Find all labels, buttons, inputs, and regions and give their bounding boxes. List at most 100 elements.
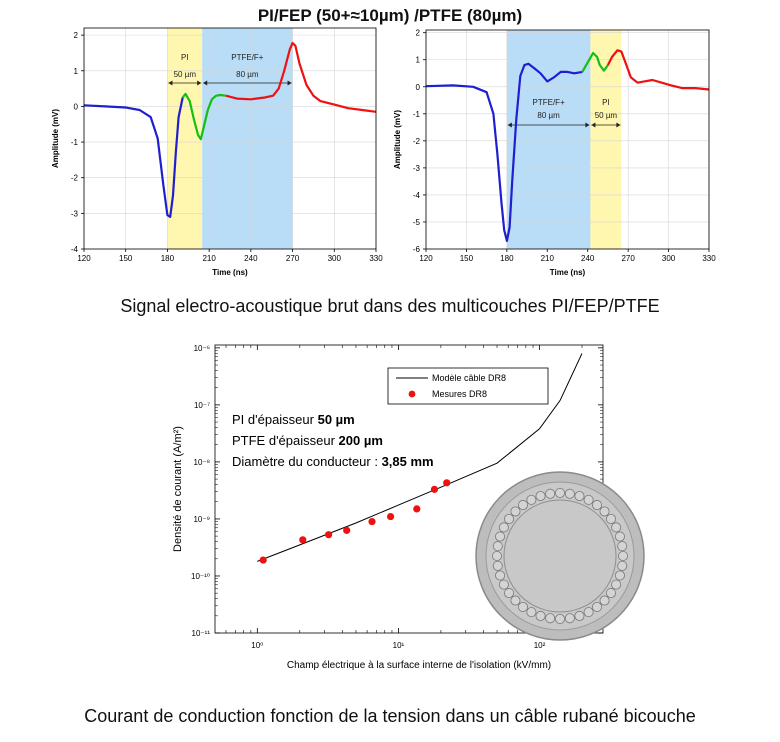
cable-strand <box>555 614 566 625</box>
cable-strand <box>510 506 521 517</box>
cable-strand <box>618 551 629 562</box>
y-tick-label: 0 <box>416 83 421 92</box>
y-tick-label: 10⁻⁷ <box>194 401 210 410</box>
x-tick-label: 330 <box>369 254 383 263</box>
cable-conductor-core <box>503 499 617 613</box>
caption-bottom: Courant de conduction fonction de la ten… <box>84 706 696 726</box>
y-tick-label: -2 <box>413 137 421 146</box>
cable-strand <box>599 595 610 606</box>
band-thickness: 50 µm <box>595 111 618 120</box>
band-arrowhead <box>585 122 590 128</box>
cable-strand <box>498 522 509 533</box>
legend-points-label: Mesures DR8 <box>432 389 487 399</box>
annotation-2: Diamètre du conducteur : 3,85 mm <box>232 454 434 469</box>
cable-strand <box>510 595 521 606</box>
y-tick-label: 10⁻¹¹ <box>192 629 211 638</box>
band-label: PTFE/F+ <box>231 53 264 62</box>
y-tick-label: -4 <box>413 191 421 200</box>
cable-cross-section <box>475 471 645 641</box>
cable-strand <box>545 488 556 499</box>
band-arrowhead <box>507 122 512 128</box>
x-tick-label: 210 <box>541 254 555 263</box>
cable-strand <box>592 500 603 511</box>
cable-strand <box>592 601 603 612</box>
band-arrowhead <box>197 80 202 86</box>
x-tick-label: 300 <box>328 254 342 263</box>
y-axis-label: Densité de courant (A/m²) <box>172 426 184 552</box>
cable-strand <box>617 560 628 571</box>
y-tick-label: 10⁻⁶ <box>194 344 210 353</box>
cable-strand <box>492 541 503 552</box>
y-tick-label: 1 <box>74 67 79 76</box>
legend: Modèle câble DR8 Mesures DR8 <box>387 367 549 405</box>
cable-strand <box>498 579 509 590</box>
x-tick-label: 210 <box>202 254 216 263</box>
cable-strand <box>605 588 616 599</box>
annotation-text: PI d'épaisseur <box>232 412 318 427</box>
band-label: PI <box>181 53 189 62</box>
plot-frame <box>83 27 377 250</box>
cable-strand <box>574 491 585 502</box>
x-tick-label: 300 <box>662 254 676 263</box>
measurement-point <box>324 531 333 539</box>
band-thickness: 50 µm <box>174 70 197 79</box>
band-arrowhead <box>287 80 292 86</box>
band-label: PI <box>602 98 610 107</box>
measurement-point <box>368 517 376 526</box>
cable-strand <box>583 607 594 618</box>
annotation-value: 200 µm <box>339 433 383 448</box>
plot-frame <box>425 29 710 250</box>
x-tick-label: 120 <box>77 254 91 263</box>
cable-strand <box>574 610 585 621</box>
cable-strand <box>614 570 625 581</box>
y-tick-label: -3 <box>71 209 79 218</box>
y-tick-label: -2 <box>71 174 79 183</box>
measurement-point <box>299 536 307 544</box>
legend-line-label: Modèle câble DR8 <box>432 373 506 383</box>
cable-strand <box>611 522 622 533</box>
cable-strand <box>526 607 537 618</box>
x-tick-label: 240 <box>244 254 258 263</box>
annotation-text: PTFE d'épaisseur <box>232 433 339 448</box>
band-arrowhead <box>203 80 208 86</box>
x-tick-label: 180 <box>161 254 175 263</box>
x-axis-label: Champ électrique à la surface interne de… <box>287 660 551 671</box>
measurement-point <box>343 526 351 534</box>
band-1 <box>590 30 622 249</box>
x-tick-label: 240 <box>581 254 595 263</box>
band-0 <box>506 30 591 249</box>
x-tick-label: 270 <box>286 254 300 263</box>
y-tick-label: -5 <box>413 218 421 227</box>
caption-top: Signal electro-acoustique brut dans des … <box>120 296 660 316</box>
cable-strand <box>611 579 622 590</box>
model-curve <box>257 353 583 562</box>
cable-strand <box>545 613 556 624</box>
cable-strand <box>492 560 503 571</box>
series-green <box>181 92 226 141</box>
series-blue <box>83 97 184 218</box>
x-tick-label: 120 <box>419 254 433 263</box>
band-arrowhead <box>168 80 173 86</box>
x-tick-label: 270 <box>621 254 635 263</box>
header-title: PI/FEP (50+≈10µm) /PTFE (80µm) <box>257 6 523 25</box>
y-axis-label: Amplitude (mV) <box>393 110 402 169</box>
x-tick-label: 10¹ <box>393 641 405 650</box>
cable-strand <box>614 531 625 542</box>
cable-strand <box>495 570 506 581</box>
series-green <box>581 51 609 73</box>
y-tick-label: -4 <box>71 245 79 254</box>
x-tick-label: 330 <box>702 254 716 263</box>
y-tick-label: 10⁻¹⁰ <box>191 572 210 581</box>
band-1 <box>202 28 293 249</box>
x-axis-label: Time (ns) <box>550 268 586 277</box>
cable-strand <box>564 613 575 624</box>
measurement-point <box>259 556 267 564</box>
cable-strand <box>535 491 546 502</box>
x-tick-label: 10⁰ <box>251 641 263 650</box>
band-thickness: 80 µm <box>236 70 259 79</box>
cable-strand <box>517 601 528 612</box>
band-arrowhead <box>616 122 621 128</box>
legend-point-swatch <box>408 390 416 398</box>
